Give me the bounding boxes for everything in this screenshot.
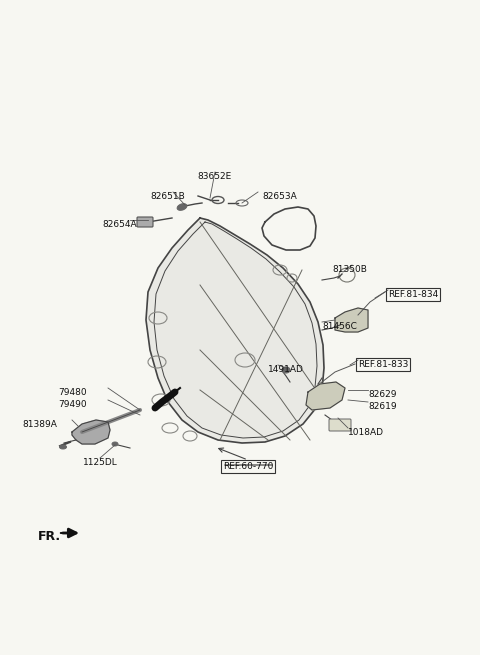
Text: FR.: FR. [38,530,61,543]
Polygon shape [72,420,110,444]
Polygon shape [146,218,324,443]
Ellipse shape [112,442,118,446]
Text: 79490: 79490 [58,400,86,409]
Ellipse shape [60,445,67,449]
Text: 83652E: 83652E [198,172,232,181]
Text: 1018AD: 1018AD [348,428,384,437]
Text: REF.60-770: REF.60-770 [223,462,273,471]
Text: 81350B: 81350B [333,265,367,274]
Text: 82619: 82619 [368,402,396,411]
Text: 81389A: 81389A [22,420,57,429]
Text: 79480: 79480 [58,388,86,397]
Polygon shape [335,308,368,332]
Text: 82651B: 82651B [151,192,185,201]
Text: 82654A: 82654A [103,220,137,229]
Polygon shape [306,382,345,410]
Text: 82653A: 82653A [262,192,297,201]
Text: 1125DL: 1125DL [83,458,118,467]
Text: REF.81-833: REF.81-833 [358,360,408,369]
Text: 1491AD: 1491AD [268,365,304,374]
Text: 81456C: 81456C [322,322,357,331]
FancyBboxPatch shape [329,419,351,431]
FancyBboxPatch shape [137,217,153,227]
Text: 82629: 82629 [368,390,396,399]
Ellipse shape [177,204,187,210]
Ellipse shape [282,367,290,373]
Text: REF.81-834: REF.81-834 [388,290,438,299]
